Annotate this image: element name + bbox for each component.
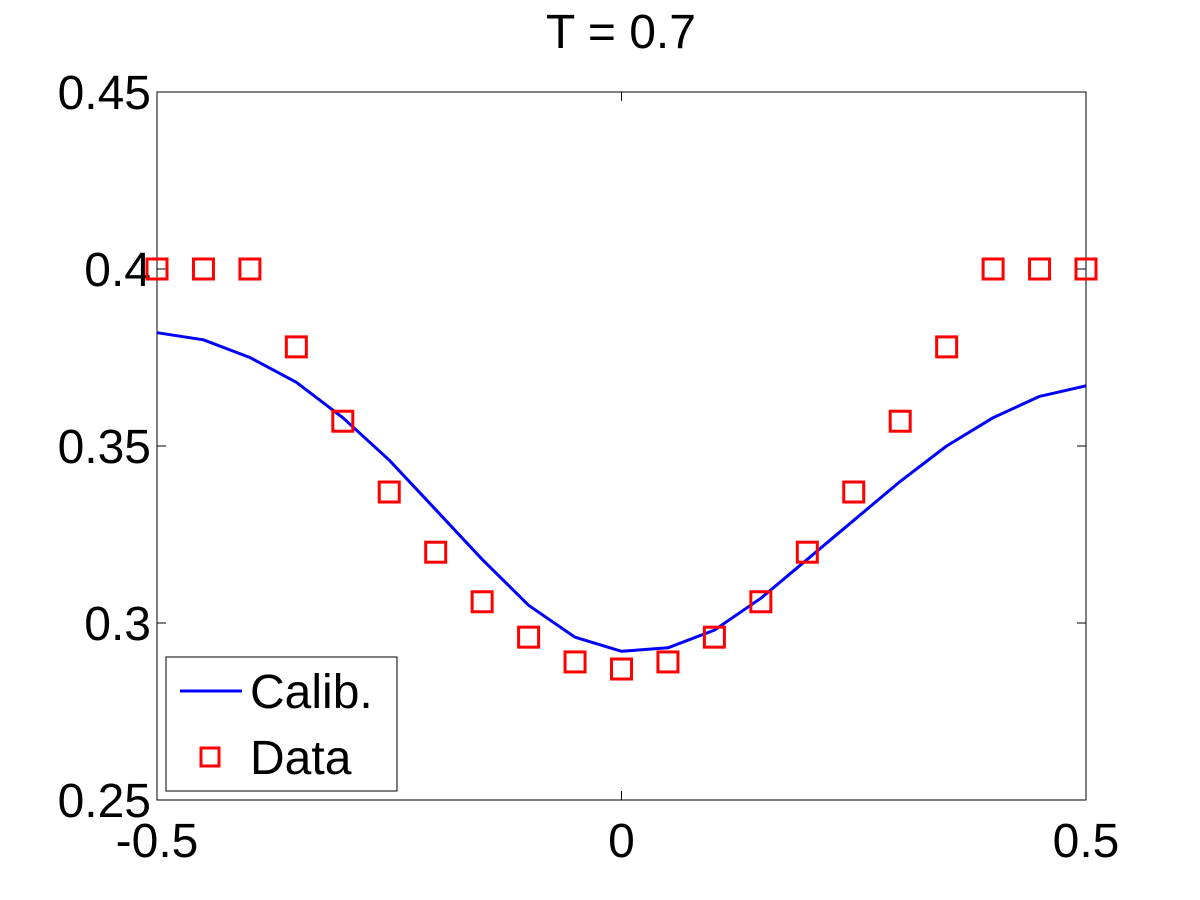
legend-label: Data bbox=[250, 732, 352, 785]
x-tick-label: -0.5 bbox=[116, 815, 199, 868]
y-tick-label: 0.45 bbox=[58, 67, 151, 120]
x-tick-label: 0 bbox=[608, 815, 635, 868]
data-point bbox=[377, 480, 401, 504]
data-point bbox=[656, 650, 680, 674]
legend-marker-swatch bbox=[199, 746, 221, 768]
data-point bbox=[935, 335, 959, 359]
data-point bbox=[191, 257, 215, 281]
data-point bbox=[238, 257, 262, 281]
data-point bbox=[331, 409, 355, 433]
data-point bbox=[284, 335, 308, 359]
data-point bbox=[842, 480, 866, 504]
y-tick-label: 0.3 bbox=[84, 598, 151, 651]
data-point bbox=[1074, 257, 1098, 281]
series-line-calib bbox=[156, 331, 1087, 653]
data-point bbox=[470, 590, 494, 614]
data-point bbox=[795, 540, 819, 564]
y-tick-label: 0.35 bbox=[58, 421, 151, 474]
plot-area: -0.5 0 0.5 0.25 0.3 0.35 0.4 0.45 Calib. Data bbox=[58, 67, 1120, 868]
legend-box bbox=[165, 656, 398, 792]
data-point bbox=[1028, 257, 1052, 281]
data-point bbox=[749, 590, 773, 614]
data-point bbox=[145, 257, 169, 281]
legend-label: Calib. bbox=[250, 666, 373, 719]
data-point bbox=[702, 625, 726, 649]
y-tick-label: 0.4 bbox=[84, 244, 151, 297]
data-point bbox=[424, 540, 448, 564]
data-point bbox=[563, 650, 587, 674]
x-tick-label: 0.5 bbox=[1053, 815, 1120, 868]
data-point bbox=[517, 625, 541, 649]
data-point bbox=[610, 657, 633, 681]
chart-title: T = 0.7 bbox=[546, 6, 696, 59]
y-tick-label: 0.25 bbox=[58, 775, 151, 828]
data-point bbox=[888, 409, 912, 433]
data-point bbox=[981, 257, 1005, 281]
